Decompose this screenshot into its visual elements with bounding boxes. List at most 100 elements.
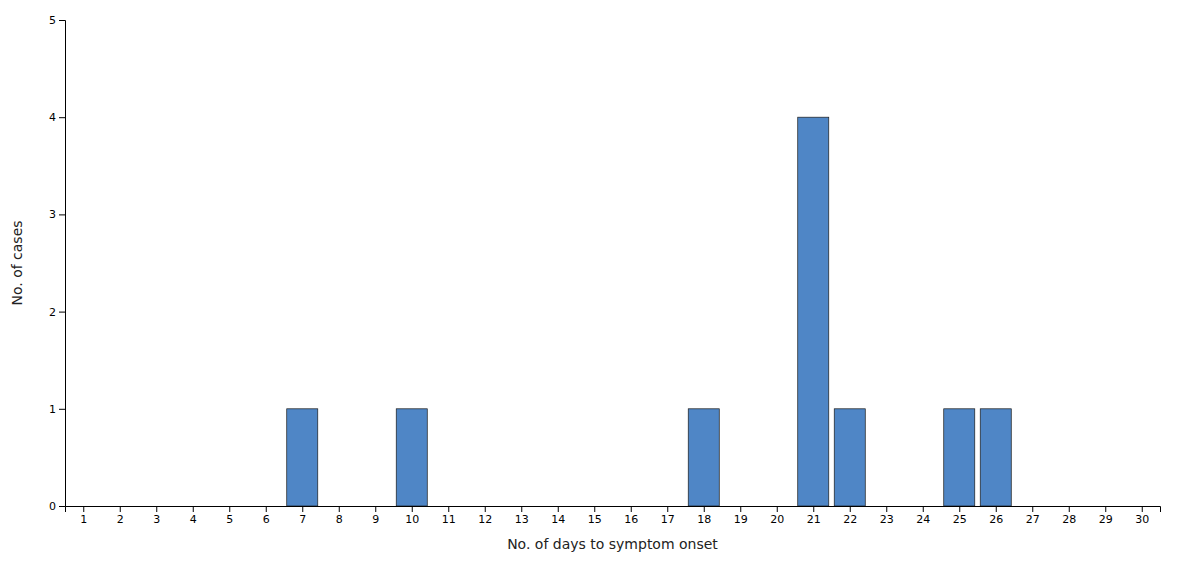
tick-label: 2 — [49, 306, 56, 319]
tick: 9 — [372, 506, 379, 526]
tick-mark — [1142, 506, 1143, 512]
tick: 7 — [299, 506, 306, 526]
tick-mark — [302, 506, 303, 512]
tick: 4 — [190, 506, 197, 526]
tick-label: 5 — [226, 513, 233, 526]
tick-label: 16 — [624, 513, 638, 526]
tick: 21 — [807, 506, 821, 526]
tick: 8 — [336, 506, 343, 526]
tick: 5 — [49, 14, 65, 27]
tick: 11 — [442, 506, 456, 526]
tick-mark — [59, 312, 65, 313]
tick: 23 — [880, 506, 894, 526]
tick-label: 18 — [697, 513, 711, 526]
tick-label: 21 — [807, 513, 821, 526]
bar — [287, 409, 318, 506]
bar — [798, 117, 829, 506]
tick: 29 — [1099, 506, 1113, 526]
tick-label: 15 — [588, 513, 602, 526]
tick: 5 — [226, 506, 233, 526]
tick-label: 8 — [336, 513, 343, 526]
tick-mark — [631, 506, 632, 512]
tick-label: 9 — [372, 513, 379, 526]
tick: 20 — [770, 506, 784, 526]
tick-label: 1 — [49, 403, 56, 416]
tick-mark — [156, 506, 157, 512]
tick-mark — [448, 506, 449, 512]
tick: 4 — [49, 111, 65, 124]
tick-label: 7 — [299, 513, 306, 526]
tick-mark — [193, 506, 194, 512]
y-axis-title: No. of cases — [9, 220, 25, 305]
bar — [834, 409, 865, 506]
tick: 13 — [515, 506, 529, 526]
tick: 1 — [80, 506, 87, 526]
tick: 27 — [1026, 506, 1040, 526]
tick-label: 20 — [770, 513, 784, 526]
tick-label: 23 — [880, 513, 894, 526]
tick: 22 — [843, 506, 857, 526]
tick-mark — [740, 506, 741, 512]
tick-label: 5 — [49, 14, 56, 27]
tick-mark — [59, 409, 65, 410]
tick-label: 10 — [405, 513, 419, 526]
tick-label: 17 — [661, 513, 675, 526]
tick: 1 — [49, 403, 65, 416]
tick-mark — [886, 506, 887, 512]
tick-mark — [59, 214, 65, 215]
tick: 10 — [405, 506, 419, 526]
chart: 1234567891011121314151617181920212223242… — [0, 0, 1185, 561]
tick: 3 — [49, 208, 65, 221]
tick-label: 28 — [1062, 513, 1076, 526]
axis-line — [59, 21, 66, 507]
bar — [944, 409, 975, 506]
tick-mark — [667, 506, 668, 512]
tick-label: 25 — [953, 513, 967, 526]
axis-line — [66, 507, 1161, 513]
plot-area: 1234567891011121314151617181920212223242… — [49, 14, 1161, 526]
tick-mark — [59, 506, 65, 507]
tick: 17 — [661, 506, 675, 526]
tick-label: 6 — [263, 513, 270, 526]
tick-label: 12 — [478, 513, 492, 526]
tick-label: 11 — [442, 513, 456, 526]
tick-mark — [813, 506, 814, 512]
x-axis: 1234567891011121314151617181920212223242… — [66, 506, 1161, 526]
tick-label: 3 — [49, 208, 56, 221]
tick-mark — [1032, 506, 1033, 512]
bar — [396, 409, 427, 506]
tick-mark — [266, 506, 267, 512]
tick: 19 — [734, 506, 748, 526]
tick-label: 14 — [551, 513, 565, 526]
tick-mark — [521, 506, 522, 512]
tick-mark — [59, 117, 65, 118]
tick-mark — [59, 20, 65, 21]
tick: 28 — [1062, 506, 1076, 526]
tick-mark — [83, 506, 84, 512]
tick-label: 30 — [1135, 513, 1149, 526]
tick: 2 — [49, 306, 65, 319]
y-axis: 0 1 2 3 4 5 — [49, 14, 66, 513]
tick-label: 24 — [916, 513, 930, 526]
tick-label: 3 — [153, 513, 160, 526]
bar — [980, 409, 1011, 506]
tick-mark — [959, 506, 960, 512]
tick-mark — [375, 506, 376, 512]
tick-label: 4 — [190, 513, 197, 526]
tick-mark — [923, 506, 924, 512]
tick-label: 22 — [843, 513, 857, 526]
tick-label: 29 — [1099, 513, 1113, 526]
tick-mark — [229, 506, 230, 512]
tick: 2 — [117, 506, 124, 526]
tick-label: 2 — [117, 513, 124, 526]
bars — [287, 117, 1012, 506]
tick-mark — [704, 506, 705, 512]
tick-mark — [850, 506, 851, 512]
tick: 30 — [1135, 506, 1149, 526]
tick: 16 — [624, 506, 638, 526]
tick-label: 19 — [734, 513, 748, 526]
tick-label: 13 — [515, 513, 529, 526]
tick-mark — [1105, 506, 1106, 512]
tick-label: 27 — [1026, 513, 1040, 526]
tick-label: 0 — [49, 500, 56, 513]
